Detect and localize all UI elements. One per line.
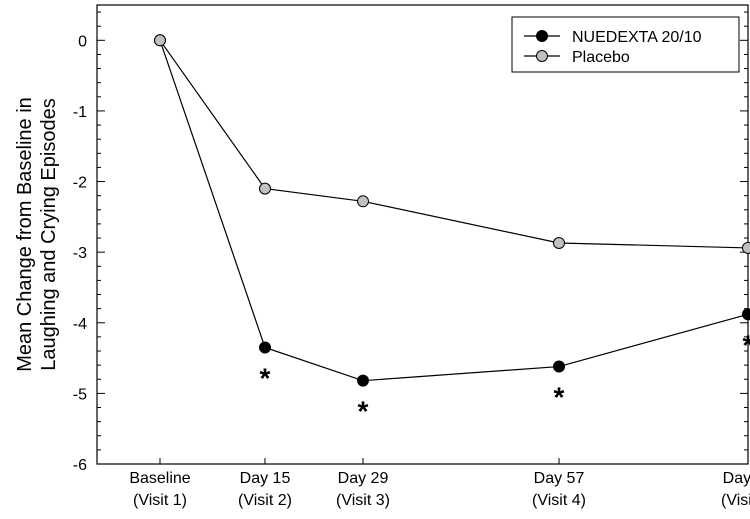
x-tick-sublabel: (Visit 2) [238, 492, 292, 509]
data-point [154, 34, 166, 47]
data-point [742, 308, 750, 321]
x-tick-label: Day 57 [534, 470, 585, 487]
y-tick-label: -3 [73, 245, 87, 262]
significance-marker: * [260, 362, 271, 393]
data-point [553, 360, 565, 373]
data-point [259, 182, 271, 195]
plot-frame [96, 4, 749, 465]
legend-marker [536, 30, 548, 42]
data-point [357, 374, 369, 387]
x-tick-sublabel: (Visit 5) [721, 492, 750, 509]
legend-label: NUEDEXTA 20/10 [572, 29, 702, 46]
y-tick-label: 0 [78, 33, 87, 50]
data-point [742, 241, 750, 254]
x-tick-label: Baseline [129, 470, 190, 487]
legend-marker [536, 50, 548, 62]
y-tick-label: -2 [73, 175, 87, 192]
x-tick-sublabel: (Visit 1) [133, 492, 187, 509]
x-tick-label: Day 29 [338, 470, 389, 487]
significance-marker: * [358, 396, 369, 427]
significance-marker: * [743, 329, 750, 360]
x-tick-sublabel: (Visit 3) [336, 492, 390, 509]
series-line-0 [159, 40, 749, 382]
y-tick-label: -6 [73, 457, 87, 474]
data-point [259, 341, 271, 354]
x-tick-label: Day 15 [240, 470, 291, 487]
y-tick-label: -4 [73, 316, 87, 333]
legend-label: Placebo [572, 49, 630, 66]
y-tick-label: -5 [73, 386, 87, 403]
y-axis-title-line-1: Mean Change from Baseline in [14, 97, 36, 372]
x-tick-label: Day 84 [723, 470, 750, 487]
y-axis-title-line-2: Laughing and Crying Episodes [38, 98, 60, 370]
significance-marker: * [554, 382, 565, 413]
legend-box [511, 16, 740, 73]
y-tick-label: -1 [73, 104, 87, 121]
x-tick-sublabel: (Visit 4) [532, 492, 586, 509]
data-point [553, 236, 565, 249]
data-point [357, 195, 369, 208]
